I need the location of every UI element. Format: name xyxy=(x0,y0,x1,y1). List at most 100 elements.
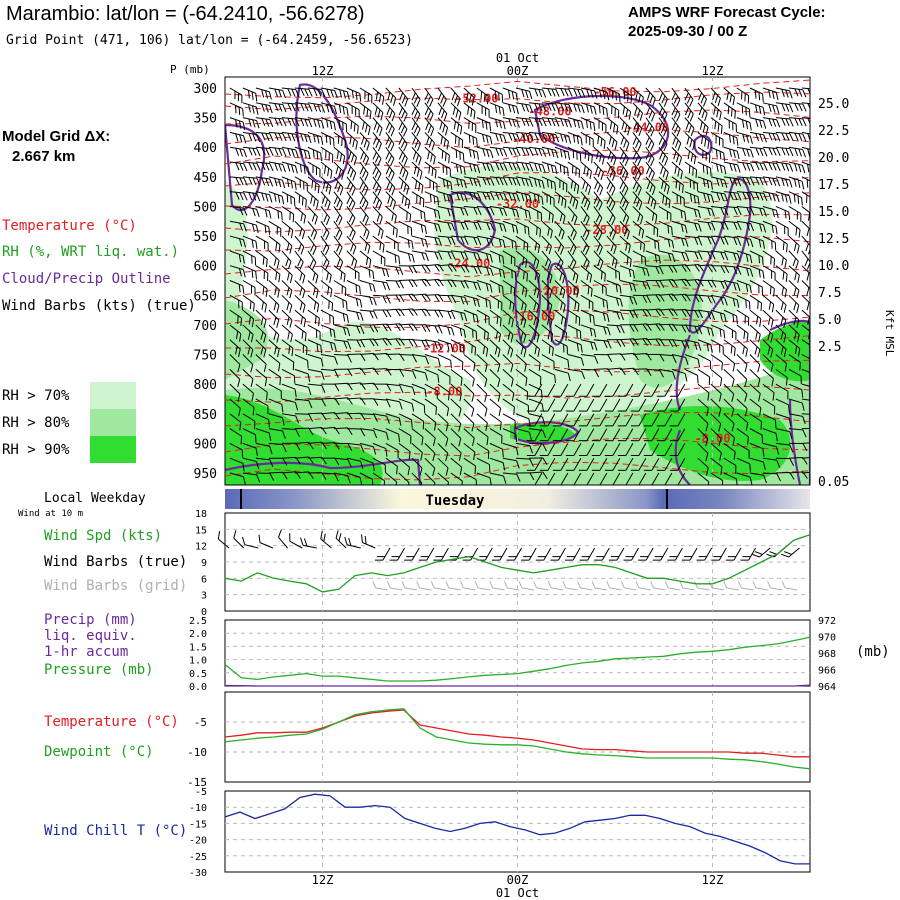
weekday-name: Tuesday xyxy=(425,493,485,509)
forecast-cycle-label: AMPS WRF Forecast Cycle: xyxy=(628,4,826,21)
wind-barb xyxy=(604,383,621,397)
pressure-tick: 900 xyxy=(194,437,217,452)
height-tick: 10.0 xyxy=(818,259,849,274)
wind-barb xyxy=(762,398,776,415)
wind-barb xyxy=(268,339,280,358)
wind-barb xyxy=(372,117,383,136)
height-tick: 5.0 xyxy=(818,313,841,328)
isotherm-label: -8.00 xyxy=(426,384,462,398)
wind-barb xyxy=(476,428,489,446)
wind-barb xyxy=(320,294,334,312)
wind-barb xyxy=(489,457,506,471)
wind-barb xyxy=(294,235,305,255)
wind-barb xyxy=(372,413,390,424)
pressure-tick: 966 xyxy=(818,666,836,677)
wind-barb xyxy=(567,206,578,225)
wind-barb xyxy=(736,398,748,417)
wind-barb xyxy=(515,220,530,236)
wind-barb xyxy=(658,368,676,380)
model-grid-label: Model Grid ΔX: xyxy=(2,128,111,145)
wind-barb xyxy=(320,339,337,352)
wind-barb xyxy=(515,457,534,467)
wind-barb xyxy=(710,205,729,216)
wind-barb xyxy=(723,161,741,173)
wind-barb-legend: Wind Barbs (kts) (true) xyxy=(2,298,196,314)
wind-barb xyxy=(578,398,595,412)
wind-barb xyxy=(606,235,617,255)
wind-barb xyxy=(723,176,742,187)
wind-barb xyxy=(749,472,767,484)
wind-barb xyxy=(541,294,553,314)
grid-wind-barb xyxy=(430,581,447,591)
wind-barb xyxy=(437,309,456,320)
wind-barb xyxy=(762,294,775,313)
wind-barb xyxy=(307,146,322,161)
wind-barb xyxy=(359,102,372,120)
surface-wind-barb xyxy=(344,536,361,549)
wind-barb xyxy=(606,220,616,240)
wind-barb xyxy=(398,279,418,288)
wind-barb xyxy=(268,309,280,328)
wind-barb xyxy=(710,131,724,148)
panel-tick: -30 xyxy=(189,868,207,879)
wind-barb xyxy=(593,294,609,309)
wind-barb xyxy=(554,102,573,113)
wind-barb xyxy=(723,324,737,341)
wind-barb xyxy=(437,472,449,485)
wind-barb xyxy=(411,413,425,430)
wind-barb xyxy=(749,102,766,116)
wind-barb xyxy=(346,353,366,362)
wind-barb xyxy=(541,102,560,112)
wind-barb xyxy=(242,368,254,387)
wind-barb xyxy=(463,280,481,291)
wind-barb xyxy=(346,220,356,241)
wind-barb xyxy=(697,413,709,432)
wind-barb xyxy=(775,87,793,99)
wind-barb xyxy=(385,161,395,181)
wind-barb xyxy=(385,442,399,459)
wind-barb xyxy=(411,383,427,398)
wind-barb xyxy=(307,191,319,210)
surface-wind-barb xyxy=(335,530,347,549)
pressure-tick: 972 xyxy=(818,616,836,627)
wind-barb xyxy=(476,398,488,417)
wind-barb xyxy=(710,161,727,175)
wind-barb xyxy=(541,117,560,127)
wind-barb xyxy=(476,191,495,201)
wind-barb xyxy=(593,324,611,336)
wind-barb xyxy=(736,102,751,118)
wind-barb xyxy=(801,456,810,459)
wind-barb xyxy=(346,235,357,255)
wind-barb xyxy=(515,428,532,441)
isotherm xyxy=(225,359,810,379)
wind-barb xyxy=(229,457,245,472)
wind-barb xyxy=(320,397,340,406)
wind-barb xyxy=(775,324,787,343)
wind-barb xyxy=(411,87,421,107)
wind-barb xyxy=(294,102,313,112)
wind-barb xyxy=(346,412,366,421)
wind-barb xyxy=(762,117,781,128)
wind-barb xyxy=(229,398,241,417)
wind-barb xyxy=(320,250,330,270)
wind-barb xyxy=(229,413,242,431)
wind-barb xyxy=(281,131,300,142)
wind-barb xyxy=(255,354,267,373)
wind-barb xyxy=(320,206,330,226)
wind-barb xyxy=(552,443,569,457)
wind-barb xyxy=(658,146,669,166)
wind-barb xyxy=(775,265,788,283)
wind-barb xyxy=(372,235,385,253)
wind-barb xyxy=(437,339,454,353)
wind-barb xyxy=(333,235,343,255)
wind-barb xyxy=(552,472,569,485)
isotherm-label: -12.00 xyxy=(423,342,466,356)
wind-barb xyxy=(476,354,488,372)
wind-barb xyxy=(669,443,686,457)
wind-barb xyxy=(593,146,605,165)
wind-barb xyxy=(619,235,631,254)
surface-wind-barb xyxy=(667,547,683,561)
wind-barb xyxy=(281,428,300,437)
wind-barb xyxy=(294,131,312,144)
wind-barb xyxy=(578,457,595,471)
